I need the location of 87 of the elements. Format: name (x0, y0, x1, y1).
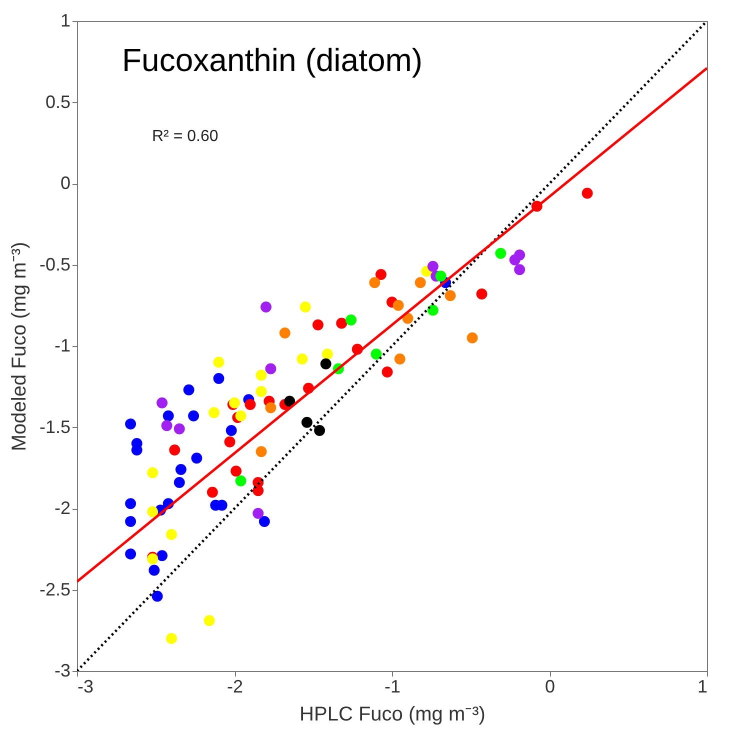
point (427, 260, 438, 272)
point (252, 485, 264, 496)
y-tick-label: -2 (54, 498, 70, 518)
x-tick-label: 1 (697, 676, 708, 696)
y-axis-title: Modeled Fuco (mg m⁻³) (8, 242, 30, 452)
point (148, 564, 160, 576)
point (414, 277, 426, 288)
point (336, 318, 348, 329)
point (256, 386, 267, 397)
point (175, 464, 186, 475)
point (174, 477, 185, 488)
point (369, 277, 380, 288)
point (260, 302, 272, 312)
point (509, 254, 520, 266)
point (156, 550, 168, 562)
point (226, 425, 237, 436)
point (296, 354, 308, 364)
point (300, 302, 311, 312)
point (204, 615, 215, 626)
point (125, 418, 136, 430)
point (252, 508, 264, 519)
point (235, 475, 246, 486)
point (265, 363, 276, 374)
point (392, 300, 404, 311)
point (156, 397, 168, 408)
point (346, 314, 357, 326)
point (206, 486, 218, 498)
annotation: Fucoxanthin (diatom) (122, 42, 423, 78)
y-tick-label: -1 (54, 336, 70, 356)
point (174, 423, 185, 434)
point (125, 548, 136, 560)
point (256, 370, 267, 381)
point (370, 348, 382, 360)
y-tick-label: 0.5 (45, 92, 70, 112)
point (169, 444, 180, 456)
point (213, 356, 224, 368)
point (230, 466, 242, 477)
point (258, 516, 270, 527)
point (235, 410, 246, 422)
point (444, 290, 456, 302)
point (279, 328, 290, 338)
point (312, 319, 324, 330)
y-tick-label: -2.5 (39, 579, 70, 600)
point (376, 269, 386, 280)
x-tick-label: -1 (384, 676, 401, 696)
point (320, 358, 332, 370)
annotation: R² = 0.60 (152, 128, 218, 145)
x-tick-label: -2 (226, 676, 244, 696)
point (582, 188, 593, 199)
point (244, 399, 256, 410)
point (125, 498, 136, 510)
point (322, 348, 333, 360)
y-tick-label: -3 (54, 660, 70, 680)
point (213, 373, 224, 384)
point (147, 467, 158, 478)
point (435, 270, 446, 282)
point (427, 304, 438, 316)
point (161, 420, 172, 432)
point (224, 436, 236, 448)
point (265, 402, 276, 414)
point (284, 396, 296, 407)
y-tick-label: -0.5 (39, 254, 70, 274)
point (152, 590, 163, 602)
y-tick-label: 0 (60, 173, 70, 193)
y-tick-label: 1 (60, 10, 70, 30)
point (191, 452, 202, 464)
point (166, 633, 177, 644)
point (125, 516, 136, 527)
point (394, 354, 406, 364)
x-tick-label: 0 (544, 676, 556, 696)
point (495, 248, 506, 259)
point (162, 410, 174, 422)
point (476, 288, 488, 300)
y-tick-label: -1.5 (39, 416, 70, 437)
point (314, 425, 326, 436)
x-tick-label: -3 (78, 676, 94, 696)
x-axis-title: HPLC Fuco (mg m⁻³) (300, 704, 486, 726)
point (208, 407, 220, 418)
point (514, 264, 526, 276)
point (256, 446, 267, 458)
point (382, 366, 393, 378)
point (166, 529, 177, 540)
point (183, 384, 194, 396)
point (147, 506, 158, 518)
point (466, 332, 478, 344)
point (188, 410, 200, 422)
point (301, 416, 312, 428)
